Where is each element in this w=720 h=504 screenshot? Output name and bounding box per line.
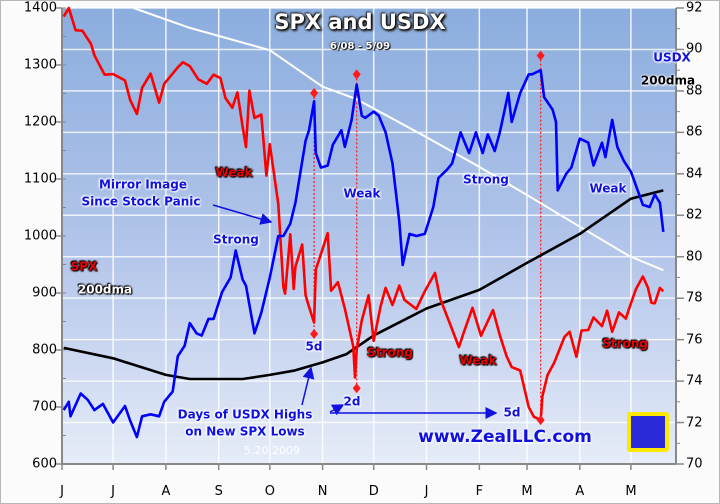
annotation-days-line1: Days of USDX Highs xyxy=(177,407,313,422)
usdx-high-diamond-marker xyxy=(310,329,319,340)
x-tick-label: A xyxy=(161,484,171,499)
right-axis-tick-label: 90 xyxy=(686,41,703,57)
left-axis-tick-label: 1300 xyxy=(23,57,57,73)
right-axis-tick-label: 92 xyxy=(686,0,703,16)
left-axis-tick-label: 1200 xyxy=(23,114,57,130)
x-tick-label: J xyxy=(424,484,429,499)
spx-200dma-legend-label: 200dma xyxy=(77,282,133,297)
usdx-high-diamond-marker xyxy=(352,383,361,394)
right-axis-tick-label: 76 xyxy=(686,332,703,348)
series-line-usdx-200dma xyxy=(63,189,664,381)
x-tick-label: J xyxy=(111,484,116,499)
left-axis-tick-label: 900 xyxy=(32,285,57,301)
spx-legend-label: SPX xyxy=(70,259,98,274)
usdx-200dma-legend-label: 200dma xyxy=(640,73,696,88)
x-tick-label: A xyxy=(575,484,585,499)
right-axis-tick-label: 78 xyxy=(686,290,703,306)
mirror-arrow xyxy=(212,204,273,225)
right-axis-tick-label: 74 xyxy=(686,373,703,389)
usdx-high-diamond-marker xyxy=(536,50,545,61)
annotation-weak-spx-2: Weak xyxy=(459,353,497,368)
x-tick-label: N xyxy=(317,484,328,499)
left-axis-tick-label: 1100 xyxy=(23,171,57,187)
right-axis-tick-label: 70 xyxy=(686,456,703,472)
zeal-logo xyxy=(627,412,669,452)
left-axis-tick-label: 800 xyxy=(32,342,57,358)
plot-area xyxy=(62,8,676,464)
days-arrow-up xyxy=(301,366,315,406)
x-tick-label: M xyxy=(625,484,637,499)
series-line-usdx xyxy=(62,68,665,439)
annotation-strong-spx: Strong xyxy=(367,345,413,360)
right-axis-tick-label: 88 xyxy=(686,83,703,99)
right-axis-tick-label: 86 xyxy=(686,124,703,140)
annotation-strong-spx-2: Strong xyxy=(602,336,648,351)
chart-title: SPX and USDX xyxy=(274,9,446,34)
annotation-weak-usdx-2: Weak xyxy=(589,181,627,196)
usdx-legend-label: USDX xyxy=(653,50,691,65)
x-tick-label: O xyxy=(264,484,275,499)
right-axis-tick-label: 72 xyxy=(686,415,703,431)
left-axis-tick-label: 700 xyxy=(32,399,57,415)
days-arrow-2d xyxy=(329,404,345,416)
marker-label-3: 5d xyxy=(503,405,521,420)
annotation-weak-usdx: Weak xyxy=(343,186,381,201)
x-tick-label: S xyxy=(214,484,223,499)
series-line-spx xyxy=(62,6,665,422)
right-axis-tick-label: 82 xyxy=(686,207,703,223)
annotation-days-line2: on New SPX Lows xyxy=(185,424,305,439)
x-tick-label: M xyxy=(521,484,533,499)
marker-label-1: 5d xyxy=(305,339,323,354)
source-url: www.ZealLLC.com xyxy=(418,427,592,448)
right-axis-tick-label: 84 xyxy=(686,166,703,182)
usdx-high-diamond-marker xyxy=(352,69,361,80)
annotation-strong-usdx: Strong xyxy=(213,232,259,247)
usdx-high-diamond-marker xyxy=(310,87,319,98)
left-axis-tick-label: 1000 xyxy=(23,228,57,244)
x-tick-label: F xyxy=(475,484,484,499)
x-tick-label: J xyxy=(60,484,64,499)
annotation-strong-usdx-2: Strong xyxy=(463,172,509,187)
chart-subtitle: 6/08 - 5/09 xyxy=(329,40,391,52)
marker-label-2: 2d xyxy=(343,394,361,409)
right-axis-tick-label: 80 xyxy=(686,249,703,265)
x-tick-label: D xyxy=(368,484,379,499)
left-axis-tick-label: 600 xyxy=(32,456,57,472)
series-line-spx-200dma xyxy=(133,7,664,272)
date-stamp: 5.20.2009 xyxy=(244,444,300,458)
annotation-mirror-line1: Mirror Image xyxy=(98,177,188,192)
annotation-weak-spx: Weak xyxy=(215,165,253,180)
annotation-mirror-line2: Since Stock Panic xyxy=(81,194,201,209)
left-axis-tick-label: 1400 xyxy=(23,0,57,16)
usdx-high-diamond-marker xyxy=(536,415,545,426)
